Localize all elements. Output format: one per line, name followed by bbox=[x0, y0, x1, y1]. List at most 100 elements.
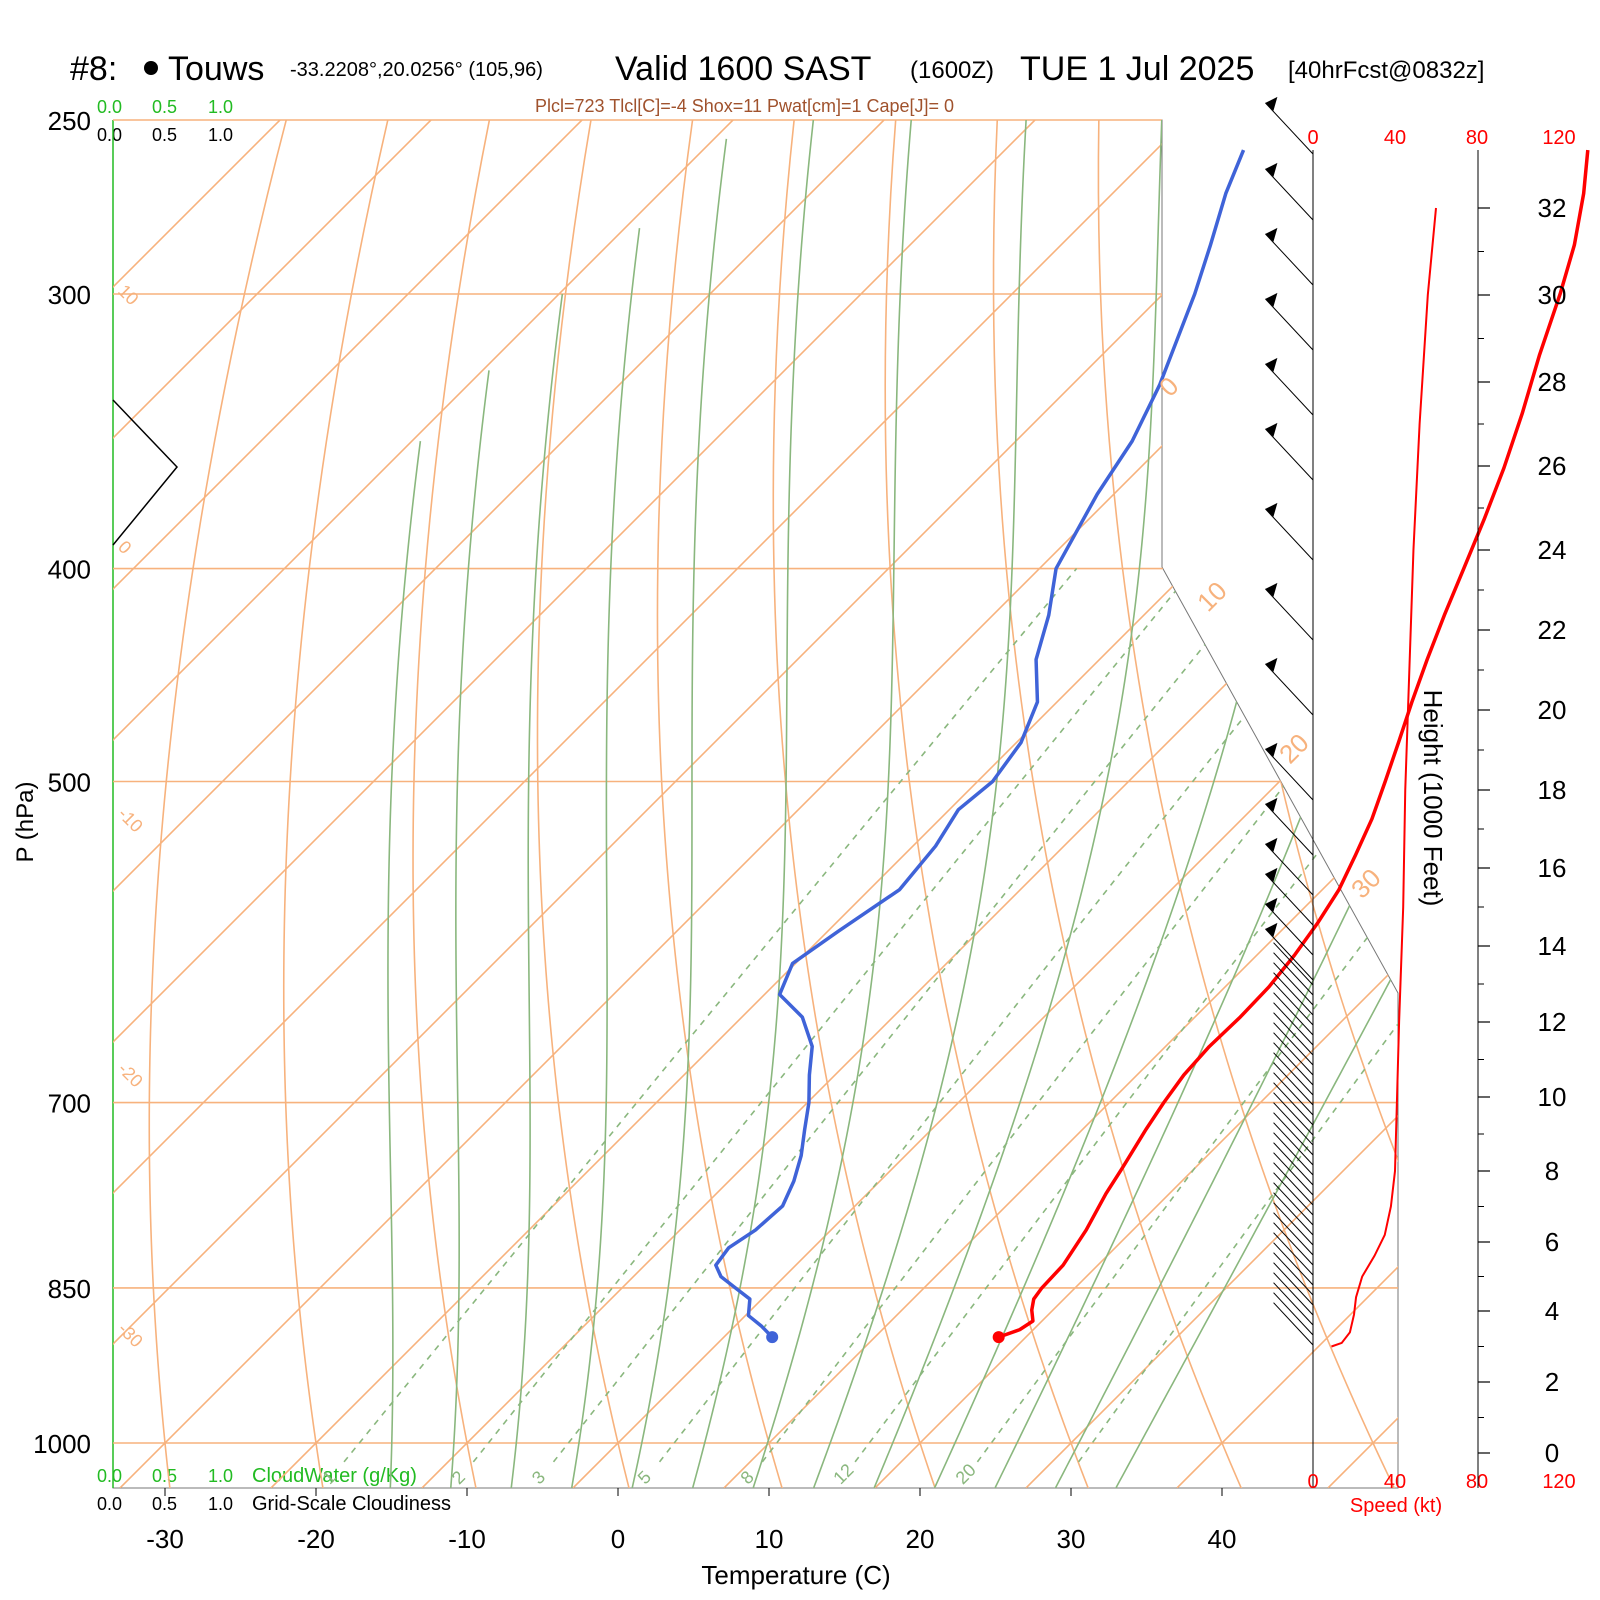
isotherm bbox=[113, 120, 1338, 1488]
cloudiness-tick-bottom-0: 0.0 bbox=[97, 1494, 122, 1514]
height-tick-label: 6 bbox=[1545, 1227, 1559, 1257]
wind-barb-staff bbox=[1273, 1292, 1314, 1336]
plot-frame bbox=[112, 119, 1399, 1489]
wind-barb-staff bbox=[1265, 168, 1314, 221]
wind-barb-pennant bbox=[1265, 502, 1278, 517]
moist-adiabat bbox=[387, 441, 422, 1488]
wind-barb-pennant bbox=[1265, 292, 1278, 307]
wind-barb-staff bbox=[1273, 1062, 1314, 1106]
mixing-ratio-label: 20 bbox=[952, 1460, 980, 1488]
pressure-tick-label: 1000 bbox=[33, 1429, 91, 1459]
cloud-scale-top: 0.0 0.5 1.0 0.0 0.5 1.0 bbox=[97, 97, 233, 145]
speed-tick-bottom: 80 bbox=[1466, 1471, 1488, 1493]
moist-adiabat bbox=[812, 120, 1027, 1488]
height-tick-label: 20 bbox=[1538, 695, 1567, 725]
height-tick-label: 30 bbox=[1538, 280, 1567, 310]
height-tick-label: 26 bbox=[1538, 451, 1567, 481]
speed-tick-bottom: 40 bbox=[1384, 1471, 1406, 1493]
wind-barb-staff bbox=[1273, 1162, 1314, 1206]
isotherm-label-right: 10 bbox=[1191, 576, 1233, 618]
isotherm bbox=[113, 120, 1036, 1488]
cloudiness-profile bbox=[112, 399, 179, 546]
forecast-info: [40hrFcst@0832z] bbox=[1288, 57, 1484, 84]
dry-adiabat bbox=[992, 120, 1243, 1488]
wind-barb-staff bbox=[1265, 233, 1314, 286]
wind-barb-staff bbox=[1273, 1172, 1314, 1216]
isotherm bbox=[113, 120, 885, 1488]
cloudwater-tick-top-1: 0.5 bbox=[152, 97, 177, 117]
wind-barb-staff bbox=[1273, 942, 1314, 986]
wind-barb-staff bbox=[1273, 1182, 1314, 1226]
height-tick-label: 28 bbox=[1538, 367, 1567, 397]
wind-barb-staff bbox=[1273, 1092, 1314, 1136]
wind-barb-staff bbox=[1273, 962, 1314, 1006]
pressure-tick-label: 250 bbox=[48, 106, 91, 136]
moist-adiabat bbox=[510, 293, 564, 1488]
temp-tick-label: -20 bbox=[297, 1524, 335, 1554]
height-tick-label: 12 bbox=[1538, 1007, 1567, 1037]
isotherm-label-left: -30 bbox=[114, 1319, 147, 1352]
pressure-tick-label: 500 bbox=[48, 768, 91, 798]
cloudwater-tick-bottom-1: 0.5 bbox=[152, 1466, 177, 1486]
mixing-ratio-line bbox=[552, 568, 1267, 1463]
moist-adiabat bbox=[691, 120, 815, 1488]
isotherm bbox=[113, 120, 583, 1488]
wind-barb-staff bbox=[1265, 903, 1314, 956]
moist-adiabat bbox=[751, 120, 913, 1488]
mixing-ratio-line bbox=[472, 568, 1195, 1463]
moist-adiabat bbox=[631, 138, 728, 1488]
pressure-axis: 250 300 400 500 700 850 1000 bbox=[33, 106, 91, 1459]
wind-barb-staff bbox=[1273, 1052, 1314, 1096]
station-number: #8: bbox=[70, 50, 117, 88]
wind-barb-staff bbox=[1273, 1132, 1314, 1176]
temperature-surface-dot bbox=[992, 1331, 1005, 1344]
isotherm bbox=[113, 120, 1187, 1488]
wind-barb-pennant bbox=[1265, 657, 1278, 672]
height-tick-label: 4 bbox=[1545, 1296, 1559, 1326]
wind-barb-staff bbox=[1265, 298, 1314, 351]
temp-tick-label: 40 bbox=[1208, 1524, 1237, 1554]
speed-tick-bottom: 120 bbox=[1542, 1471, 1575, 1493]
wind-barb-pennant bbox=[1265, 837, 1278, 852]
wind-barb-staff bbox=[1273, 1102, 1314, 1146]
isotherm-label-left: 10 bbox=[114, 281, 142, 309]
valid-zulu: (1600Z) bbox=[910, 57, 994, 84]
pressure-tick-label: 700 bbox=[48, 1089, 91, 1119]
cloudwater-tick-bottom-2: 1.0 bbox=[208, 1466, 233, 1486]
wind-barb-pennant bbox=[1265, 922, 1278, 937]
temp-tick-label: 0 bbox=[611, 1524, 625, 1554]
isotherm bbox=[270, 120, 1398, 1488]
wind-barb-staff bbox=[1273, 1042, 1314, 1086]
header: #8: Touws -33.2208°,20.0256° (105,96) Va… bbox=[70, 50, 1484, 116]
dry-adiabat bbox=[148, 120, 298, 1488]
temperature-line bbox=[998, 149, 1590, 1339]
height-tick-label: 22 bbox=[1538, 615, 1567, 645]
isotherm-label-left: -10 bbox=[114, 804, 147, 837]
wind-barb-pennant bbox=[1265, 797, 1278, 812]
cloudwater-tick-top-0: 0.0 bbox=[97, 97, 122, 117]
wind-barb-staff bbox=[1273, 1242, 1314, 1286]
wind-barb-staff bbox=[1273, 1202, 1314, 1246]
mixing-ratio-line bbox=[1077, 568, 1398, 1463]
wind-barb-pennant bbox=[1265, 357, 1278, 372]
speed-profile-line bbox=[1331, 207, 1437, 1348]
height-tick-label: 0 bbox=[1545, 1438, 1559, 1468]
temp-tick-label: 10 bbox=[755, 1524, 784, 1554]
wind-barb-staff bbox=[1265, 928, 1314, 981]
wind-barb-pennant bbox=[1265, 582, 1278, 597]
isobar-lines bbox=[112, 119, 1399, 1489]
wind-barb-staff bbox=[1273, 992, 1314, 1036]
isotherm-label-left: -20 bbox=[114, 1059, 147, 1092]
height-tick-label: 14 bbox=[1538, 931, 1567, 961]
dry-adiabat bbox=[1199, 120, 1398, 1488]
wind-barb-pennant bbox=[1265, 162, 1278, 177]
cloudiness-tick-top-2: 1.0 bbox=[208, 125, 233, 145]
height-tick-label: 24 bbox=[1538, 535, 1567, 565]
wind-barb-staff bbox=[1273, 1272, 1314, 1316]
wind-barb-staff bbox=[1273, 1142, 1314, 1186]
wind-barb-staff bbox=[1265, 508, 1314, 561]
mixing-ratio-line bbox=[343, 568, 1078, 1463]
height-tick-label: 18 bbox=[1538, 775, 1567, 805]
height-tick-label: 10 bbox=[1538, 1082, 1567, 1112]
